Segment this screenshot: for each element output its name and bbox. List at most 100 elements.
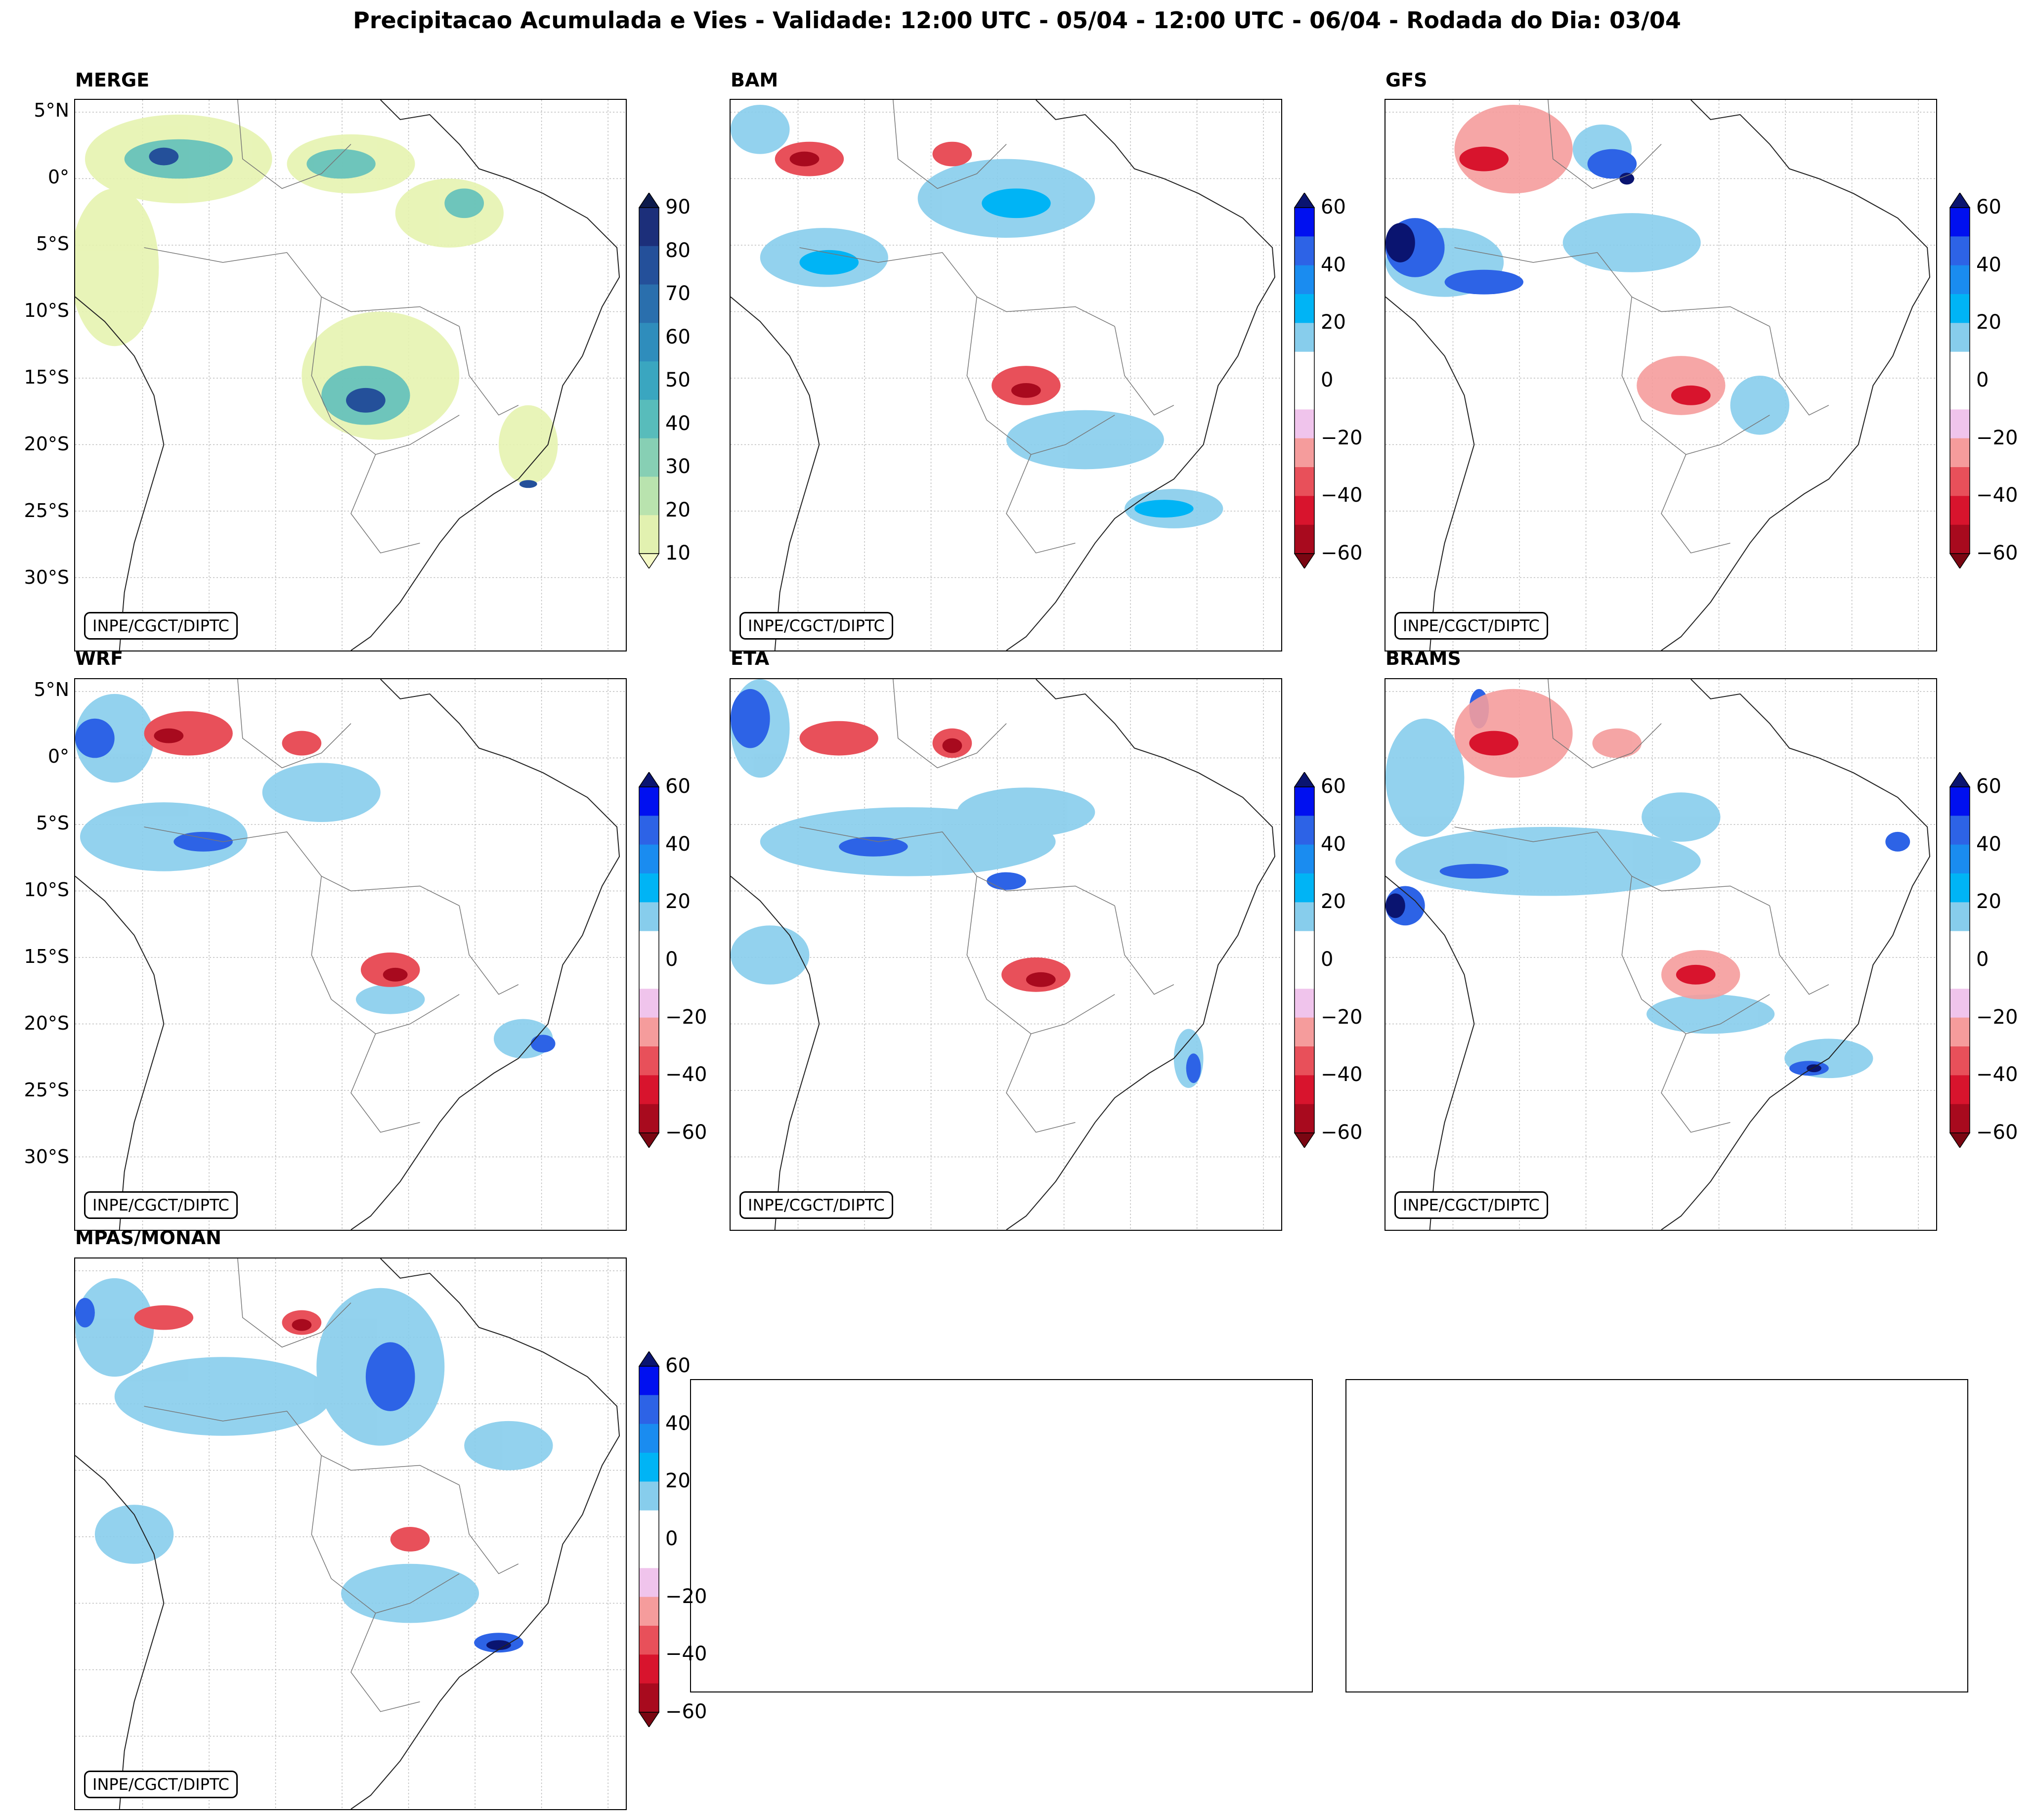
colorbar-tick-label: 0: [1321, 369, 1334, 391]
lat-label: 20°S: [24, 1012, 69, 1034]
colorbar-segment: [1950, 496, 1970, 525]
colorbar-segment: [1950, 208, 1970, 237]
colorbar-segment: [1295, 294, 1314, 323]
colorbar-gradient: [1294, 772, 1315, 1148]
colorbar-gradient: [1949, 193, 1970, 568]
colorbar-segment: [639, 515, 659, 554]
colorbar-tick-label: 40: [1976, 832, 2001, 856]
colorbar-tick-label: 60: [1321, 775, 1346, 798]
colorbar-segment: [1295, 1075, 1314, 1105]
colorbar-tick-label: −60: [1976, 1121, 2018, 1144]
map-panel-wrf[interactable]: INPE/CGCT/DIPTC: [74, 678, 627, 1231]
map-panel-eta[interactable]: INPE/CGCT/DIPTC: [730, 678, 1282, 1231]
colorbar-segment: [1950, 931, 1970, 960]
colorbar-tick-label: −20: [665, 1585, 707, 1608]
colorbar-tick-label: −60: [665, 1121, 707, 1144]
colorbar-tick-label: 0: [1976, 948, 1989, 971]
colorbar-extend-max: [639, 772, 659, 787]
colorbar-segment: [1295, 351, 1314, 381]
colorbar-tick-label: 60: [665, 775, 691, 798]
colorbar-tick-label: −20: [1976, 1005, 2018, 1029]
map-panel-brams[interactable]: INPE/CGCT/DIPTC: [1385, 678, 1937, 1231]
credit-label: INPE/CGCT/DIPTC: [739, 1191, 893, 1219]
map-panel-bam[interactable]: INPE/CGCT/DIPTC: [730, 99, 1282, 651]
colorbar-segment: [1950, 816, 1970, 845]
colorbar-segment: [1295, 409, 1314, 439]
colorbar-segment: [1295, 467, 1314, 496]
colorbar-segment: [639, 960, 659, 989]
colorbar-tick-label: 20: [665, 890, 691, 913]
colorbar-tick-label: −40: [1321, 1063, 1363, 1086]
colorbar-tick-label: −20: [1321, 1005, 1363, 1029]
colorbar-extend-min: [1294, 1132, 1315, 1148]
colorbar-segment: [639, 931, 659, 960]
colorbar-segment: [639, 1104, 659, 1133]
colorbar-segment: [1950, 873, 1970, 903]
colorbar-segment: [1295, 1104, 1314, 1133]
colorbar-segment: [639, 873, 659, 903]
colorbar-segment: [1950, 351, 1970, 381]
map-panel-mpas-monan[interactable]: INPE/CGCT/DIPTC: [74, 1257, 627, 1810]
colorbar-segment: [1950, 989, 1970, 1018]
map-mpas-monan: [75, 1258, 626, 1809]
colorbar-tick-label: −20: [665, 1005, 707, 1029]
map-panel-merge[interactable]: INPE/CGCT/DIPTC: [74, 99, 627, 651]
colorbar-tick-label: 0: [1976, 369, 1989, 391]
panel-title-gfs: GFS: [1385, 69, 1428, 91]
colorbar-segment: [1950, 467, 1970, 496]
colorbar-segment: [1950, 960, 1970, 989]
colorbar-tick-label: −40: [1321, 484, 1363, 507]
colorbar-tick-label: 20: [1321, 890, 1346, 913]
colorbar-segment: [639, 1539, 659, 1568]
figure-title: Precipitacao Acumulada e Vies - Validade…: [353, 7, 1681, 34]
colorbar-gradient: [639, 193, 659, 568]
panel-title-bam: BAM: [731, 69, 779, 91]
colorbar-tick-label: 0: [665, 948, 678, 971]
colorbar-segment: [639, 816, 659, 845]
colorbar-segment: [1295, 265, 1314, 295]
colorbar-extend-min: [639, 1712, 659, 1727]
colorbar-segment: [1950, 1075, 1970, 1105]
colorbar-segment: [1295, 1017, 1314, 1047]
colorbar-segment: [639, 1510, 659, 1540]
colorbar-tick-label: 20: [665, 1470, 691, 1493]
lat-label: 15°S: [24, 366, 69, 388]
panel-title-eta: ETA: [731, 648, 770, 669]
colorbar-segment: [639, 844, 659, 874]
lat-label: 30°S: [24, 566, 69, 588]
lat-label: 20°S: [24, 433, 69, 455]
empty-panel-1: [690, 1379, 1313, 1692]
lat-label: 0°: [47, 166, 69, 188]
colorbar-tick-label: 20: [1321, 311, 1346, 334]
colorbar-segment: [1950, 236, 1970, 266]
colorbar-segment: [1295, 438, 1314, 468]
colorbar-segment: [639, 208, 659, 247]
lat-label: 5°S: [36, 812, 69, 834]
colorbar-tick-label: 60: [1976, 196, 2001, 218]
colorbar-tick-label: 10: [665, 542, 691, 564]
colorbar-gradient: [1949, 772, 1970, 1148]
panel-title-merge: MERGE: [75, 69, 150, 91]
colorbar-segment: [639, 1046, 659, 1076]
colorbar-extend-max: [1294, 193, 1315, 208]
colorbar-tick-label: 30: [665, 455, 691, 478]
colorbar-segment: [1295, 931, 1314, 960]
colorbar-gradient: [639, 772, 659, 1148]
colorbar-gradient: [639, 1351, 659, 1727]
colorbar-segment: [1295, 208, 1314, 237]
colorbar-segment: [1295, 381, 1314, 410]
colorbar-segment: [639, 1075, 659, 1105]
colorbar-segment: [1295, 787, 1314, 816]
colorbar-segment: [639, 1017, 659, 1047]
lat-label: 25°S: [24, 500, 69, 521]
colorbar-tick-label: 60: [665, 325, 691, 348]
colorbar-segment: [1950, 438, 1970, 468]
colorbar-extend-max: [1949, 772, 1970, 787]
colorbar-segment: [639, 399, 659, 439]
colorbar-tick-label: 0: [665, 1527, 678, 1550]
colorbar-segment: [639, 1424, 659, 1453]
colorbar-tick-label: 40: [1321, 253, 1346, 276]
map-brams: [1385, 679, 1936, 1230]
map-panel-gfs[interactable]: INPE/CGCT/DIPTC: [1385, 99, 1937, 651]
credit-label: INPE/CGCT/DIPTC: [84, 612, 238, 640]
